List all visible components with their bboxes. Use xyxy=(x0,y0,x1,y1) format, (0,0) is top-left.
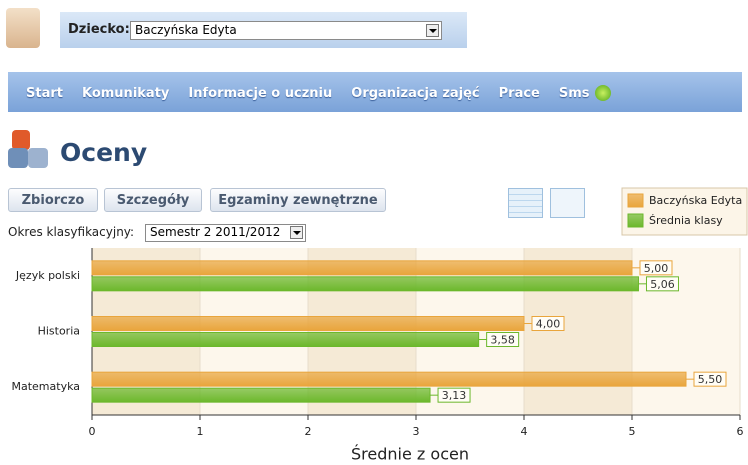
value-label: 3,58 xyxy=(490,334,515,347)
x-tick-label: 2 xyxy=(305,425,312,438)
y-tick-label: Historia xyxy=(38,325,80,338)
legend-label: Średnia klasy xyxy=(649,214,723,227)
page: Dziecko: Baczyńska Edyta StartKomunikaty… xyxy=(0,0,748,465)
x-tick-label: 3 xyxy=(413,425,420,438)
legend-swatch xyxy=(628,214,643,227)
x-tick-label: 0 xyxy=(89,425,96,438)
x-tick-label: 1 xyxy=(197,425,204,438)
x-axis-title: Średnie z ocen xyxy=(351,445,469,464)
value-label: 5,06 xyxy=(650,278,675,291)
value-label: 5,00 xyxy=(644,262,669,275)
y-tick-label: Matematyka xyxy=(11,380,80,393)
value-label: 4,00 xyxy=(536,318,561,331)
x-tick-label: 6 xyxy=(737,425,744,438)
value-label: 3,13 xyxy=(442,389,467,402)
legend-swatch xyxy=(628,194,643,207)
bar xyxy=(92,277,638,291)
chart: Średnie z ocen 0 1 2 3 4 5 6 Język polski 5,00 5,… xyxy=(0,0,748,465)
bar xyxy=(92,317,524,331)
bar xyxy=(92,261,632,275)
value-label: 5,50 xyxy=(698,373,723,386)
x-tick-label: 4 xyxy=(521,425,528,438)
y-tick-label: Język polski xyxy=(15,269,80,282)
bar xyxy=(92,333,479,347)
bar xyxy=(92,372,686,386)
x-tick-label: 5 xyxy=(629,425,636,438)
legend-label: Baczyńska Edyta xyxy=(649,194,742,207)
bar xyxy=(92,388,430,402)
